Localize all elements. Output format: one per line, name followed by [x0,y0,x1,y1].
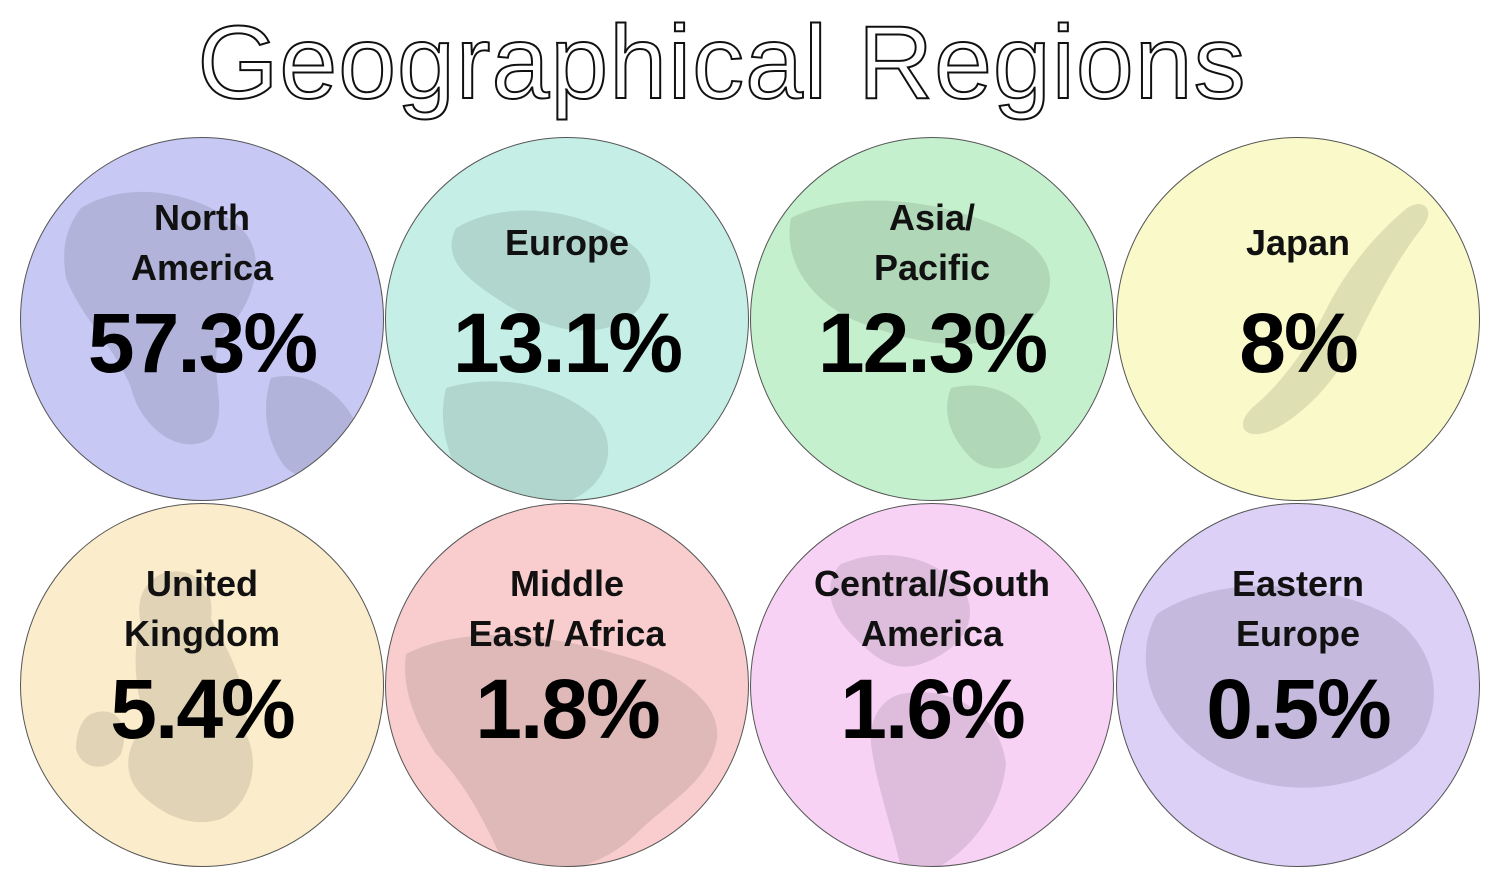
region-value: 0.5% [1206,662,1391,756]
region-globe: Japan 8% [1116,137,1480,501]
region-label-line: America [130,247,274,288]
region-label-line: Europe [1235,613,1360,654]
region-value: 5.4% [110,662,295,756]
title-graphic: Geographical Regions [196,4,1246,122]
map-texture [1145,585,1434,788]
chart-title: Geographical Regions [197,5,1246,121]
region-label-line: East/ Africa [468,613,666,654]
map-texture [830,555,1006,866]
region-globe: Asia/Pacific 12.3% [750,137,1114,501]
region-label-line: Japan [1245,222,1351,263]
region-label-line: Middle [510,563,624,604]
region-globe: Eastern Europe 0.5% [1116,503,1480,867]
region-globe: United Kingdom 5.4% [20,503,384,867]
land-shape [870,692,1006,866]
region-value: 1.8% [475,662,660,756]
land-shape [128,571,253,823]
land-shape [830,555,970,667]
region-globe: Europe 13.1% [385,137,749,501]
region-label-line: Eastern [1231,563,1365,604]
region-label-line: Europe [504,222,629,263]
region-value: 8% [1239,296,1358,390]
land-shape [451,210,651,331]
region-value: 13.1% [452,296,683,390]
land-shape [405,635,718,866]
region-value: 1.6% [840,662,1025,756]
region-label-line: Pacific [873,247,991,288]
region-label-line: North [154,197,250,238]
map-texture [1242,204,1429,435]
region-label-line: Asia/ [888,197,976,238]
region-globe: Central/South America 1.6% [750,503,1114,867]
region-globe: Middle East/ Africa 1.8% [385,503,749,867]
map-texture [789,200,1050,469]
land-shape [266,376,361,478]
map-texture [64,191,361,478]
land-shape [64,191,256,445]
land-shape [442,381,609,500]
region-label-line: Central/South [813,563,1050,604]
land-shape [947,385,1041,469]
region-value: 57.3% [87,296,318,390]
region-label-line: Kingdom [124,613,280,654]
land-shape [789,200,1050,345]
land-shape [1242,204,1429,435]
land-shape [76,711,125,767]
map-texture [442,210,651,500]
map-texture [76,571,253,823]
map-texture [405,635,718,866]
region-label-line: United [146,563,258,604]
region-globe: North America 57.3% [20,137,384,501]
region-value: 12.3% [817,296,1048,390]
region-label-line: America [860,613,1004,654]
land-shape [1145,585,1434,788]
